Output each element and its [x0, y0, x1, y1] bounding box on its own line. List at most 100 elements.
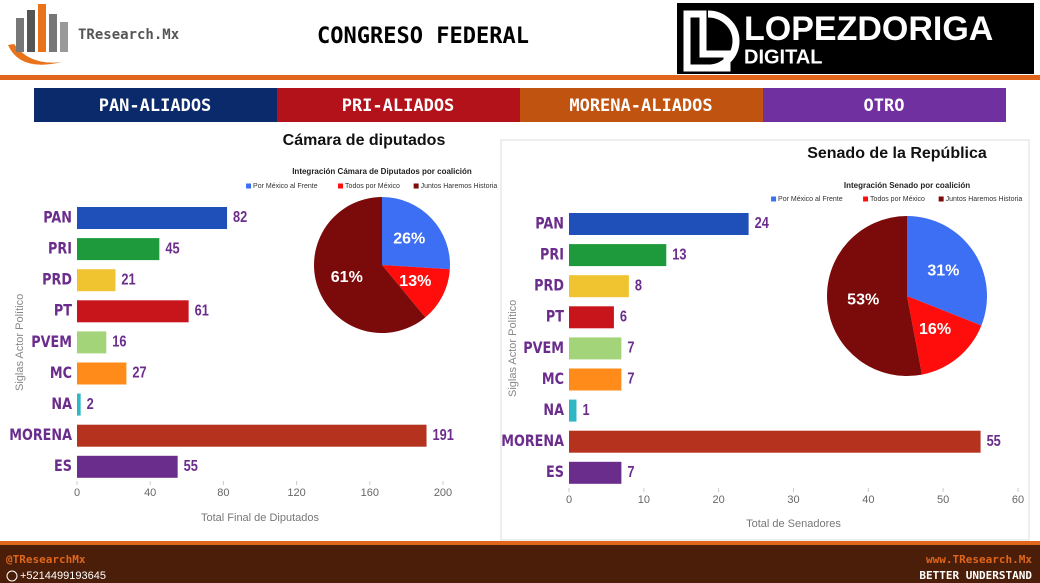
- category-label: PRI: [540, 246, 564, 264]
- category-label: MC: [50, 365, 72, 383]
- bar: [77, 331, 107, 354]
- x-tick-label: 40: [862, 494, 874, 506]
- footer-handle: @TResearchMx: [6, 553, 86, 566]
- category-label: MORENA: [501, 433, 564, 451]
- y-axis-label: Siglas Actor Político: [507, 300, 519, 397]
- bar: [77, 207, 228, 229]
- x-tick-label: 120: [287, 487, 305, 499]
- category-label: ES: [54, 458, 72, 476]
- slice-label: 26%: [393, 231, 425, 248]
- category-label: NA: [543, 402, 564, 420]
- logo-mark: [8, 4, 68, 65]
- category-label: NA: [51, 396, 72, 414]
- logo-text: TResearch.Mx: [78, 27, 180, 43]
- pie-slice: [907, 216, 988, 326]
- value-label: 2: [87, 396, 94, 414]
- pie-title: Integración Senado por coalición: [844, 181, 970, 190]
- category-label: PRD: [42, 271, 72, 289]
- pie-title: Integración Cámara de Diputados por coal…: [292, 167, 472, 176]
- x-axis-label: Total de Senadores: [746, 518, 841, 530]
- x-tick-label: 160: [361, 487, 379, 499]
- bar: [569, 430, 981, 453]
- legend-label: Por México al Frente: [778, 196, 843, 203]
- value-label: 7: [627, 464, 634, 482]
- bar: [77, 455, 178, 478]
- bar: [77, 393, 81, 416]
- bar: [569, 275, 629, 298]
- category-label: PVEM: [31, 334, 72, 352]
- category-label: PT: [54, 302, 72, 320]
- value-label: 45: [165, 240, 179, 258]
- coalition-band: [763, 88, 1006, 122]
- value-label: 1: [582, 402, 589, 420]
- pie-slice: [827, 215, 922, 376]
- slice-label: 31%: [927, 262, 959, 279]
- bar: [569, 213, 749, 235]
- category-label: PRI: [48, 240, 72, 258]
- legend-label: Juntos Haremos Historia: [946, 196, 1023, 203]
- bar: [569, 461, 622, 484]
- value-label: 21: [121, 271, 135, 289]
- legend-swatch: [938, 196, 944, 202]
- footer-phone: +5214499193645: [20, 570, 106, 582]
- value-label: 16: [112, 333, 126, 351]
- phone-icon: [6, 570, 18, 582]
- value-label: 55: [987, 433, 1001, 451]
- coalition-label: PAN-ALIADOS: [99, 96, 212, 116]
- x-tick-label: 30: [787, 494, 799, 506]
- value-label: 27: [132, 364, 146, 382]
- x-tick-label: 0: [566, 494, 572, 506]
- coalition-label: MORENA-ALIADOS: [569, 96, 712, 116]
- bar: [569, 337, 622, 360]
- x-tick-label: 20: [713, 494, 725, 506]
- footer-site: www.TResearch.Mx: [926, 553, 1032, 566]
- bar: [77, 424, 427, 447]
- footer: [0, 545, 1040, 583]
- x-axis-label: Total Final de Diputados: [201, 512, 320, 524]
- category-label: PAN: [535, 215, 564, 233]
- bar: [569, 399, 577, 422]
- coalition-band: [34, 88, 277, 122]
- slice-label: 13%: [399, 273, 431, 290]
- legend-swatch: [246, 183, 252, 189]
- x-tick-label: 50: [937, 494, 949, 506]
- bar: [77, 238, 160, 261]
- legend-swatch: [771, 196, 777, 202]
- value-label: 191: [433, 427, 454, 445]
- category-label: PAN: [43, 209, 72, 227]
- value-label: 7: [627, 370, 634, 388]
- x-tick-label: 0: [74, 487, 80, 499]
- pie-slice: [313, 197, 426, 333]
- value-label: 7: [627, 339, 634, 357]
- brand-sub: DIGITAL: [744, 46, 823, 68]
- value-label: 82: [233, 209, 247, 227]
- value-label: 13: [672, 246, 686, 264]
- slice-label: 61%: [331, 269, 363, 286]
- brand-icon: [683, 10, 740, 72]
- coalition-label: OTRO: [864, 96, 905, 116]
- x-tick-label: 10: [638, 494, 650, 506]
- bar: [77, 300, 189, 323]
- value-label: 24: [755, 215, 769, 233]
- slice-label: 53%: [847, 291, 879, 308]
- senate-panel: [500, 139, 1030, 541]
- bar: [77, 362, 127, 385]
- y-axis-label: Siglas Actor Político: [14, 294, 26, 391]
- category-label: PVEM: [523, 340, 564, 358]
- page-title: CONGRESO FEDERAL: [317, 24, 529, 49]
- category-label: PT: [546, 308, 564, 326]
- legend-swatch: [413, 183, 419, 189]
- footer-rule: [0, 541, 1040, 545]
- legend-swatch: [863, 196, 869, 202]
- bar: [569, 368, 622, 391]
- header-rule: [0, 75, 1040, 80]
- category-label: PRD: [534, 277, 564, 295]
- category-label: ES: [546, 464, 564, 482]
- legend-label: Juntos Haremos Historia: [421, 183, 498, 190]
- brand-name: LOPEZDORIGA: [744, 10, 993, 48]
- legend-swatch: [338, 183, 344, 189]
- value-label: 55: [184, 458, 198, 476]
- chart-title: Senado de la República: [807, 145, 987, 162]
